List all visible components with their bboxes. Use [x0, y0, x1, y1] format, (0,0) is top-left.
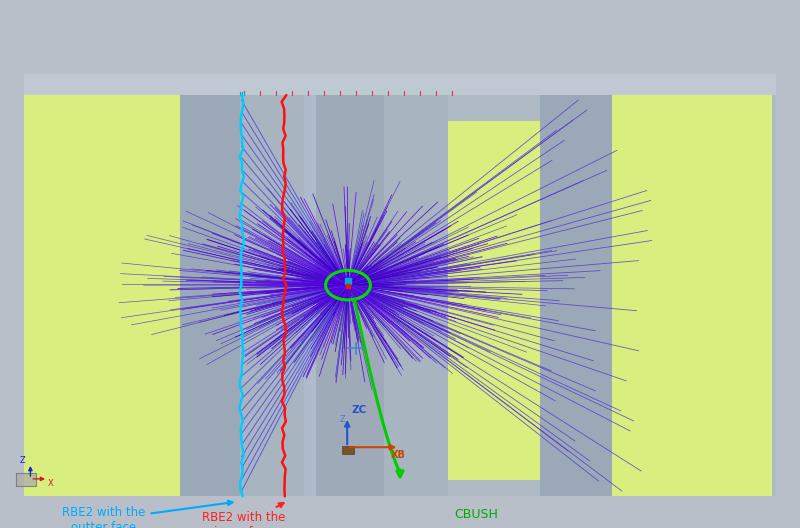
Text: XB: XB	[391, 450, 406, 460]
Text: CBUSH: CBUSH	[454, 508, 498, 521]
Bar	[240, 95, 448, 496]
Bar	[24, 74, 776, 95]
Text: RBE2 with the
inner face: RBE2 with the inner face	[202, 503, 286, 528]
Bar	[304, 95, 384, 496]
Bar	[180, 95, 240, 496]
Bar	[16, 473, 36, 486]
Bar	[304, 95, 316, 496]
Text: Z: Z	[20, 456, 26, 465]
Text: X: X	[48, 479, 54, 488]
Text: ZC: ZC	[351, 406, 366, 416]
Text: RBE2 with the
outter face: RBE2 with the outter face	[62, 501, 233, 528]
Bar	[448, 121, 540, 480]
Bar	[342, 446, 354, 454]
Bar	[24, 95, 776, 496]
Bar	[612, 95, 772, 496]
Text: Z: Z	[339, 416, 345, 425]
Bar	[540, 95, 612, 496]
Bar	[24, 95, 180, 496]
